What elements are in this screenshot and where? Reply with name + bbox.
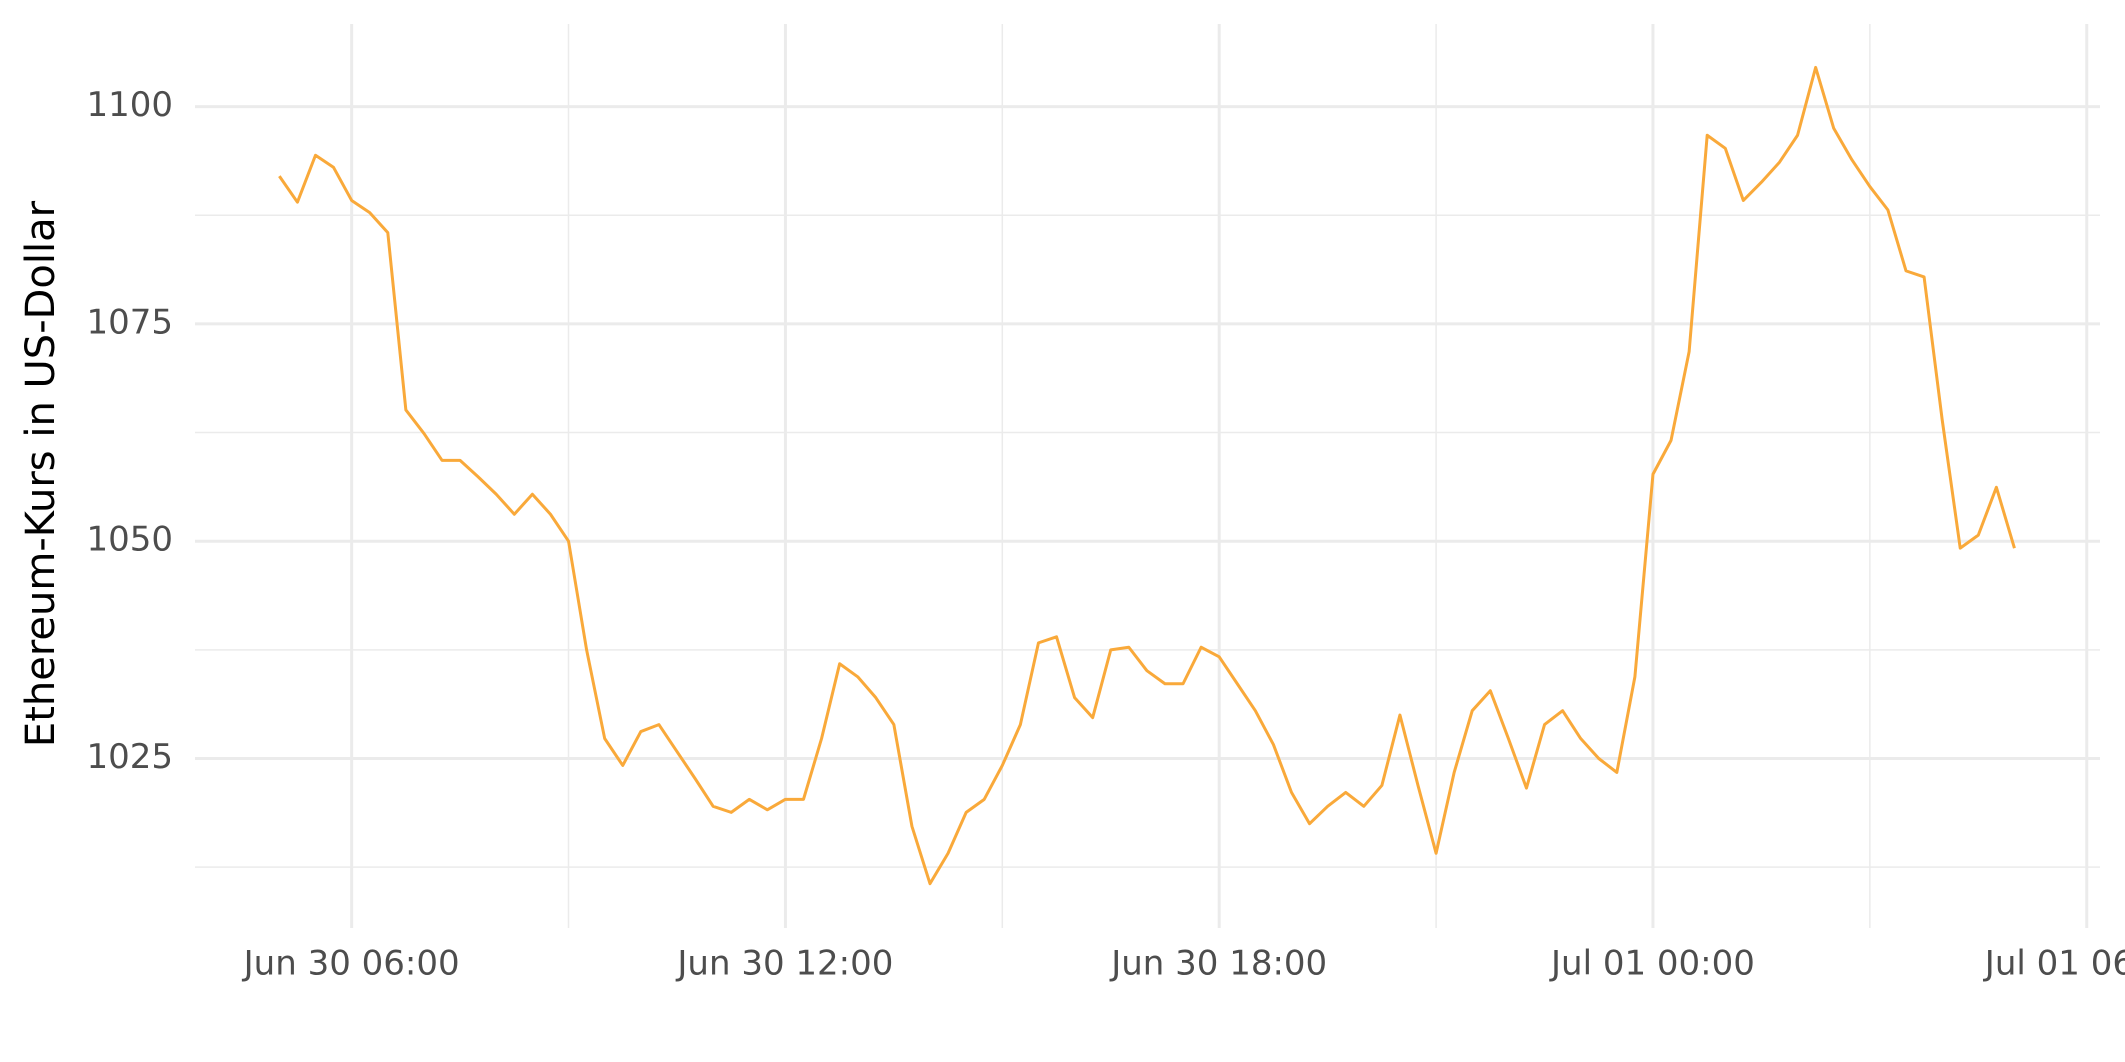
y-tick-label: 1025 [86,737,173,777]
price-line [278,65,2016,886]
x-tick-label: Jun 30 06:00 [242,944,460,984]
x-tick-label: Jul 01 00:00 [1549,944,1755,984]
y-tick-label: 1050 [86,520,173,560]
y-tick-label: 1075 [86,302,173,342]
y-axis-title: Ethereum-Kurs in US-Dollar [18,200,64,747]
y-tick-label: 1100 [86,85,173,125]
x-tick-label: Jun 30 12:00 [675,944,893,984]
x-tick-label: Jun 30 18:00 [1109,944,1327,984]
x-tick-label: Jul 01 06:00 [1983,944,2125,984]
